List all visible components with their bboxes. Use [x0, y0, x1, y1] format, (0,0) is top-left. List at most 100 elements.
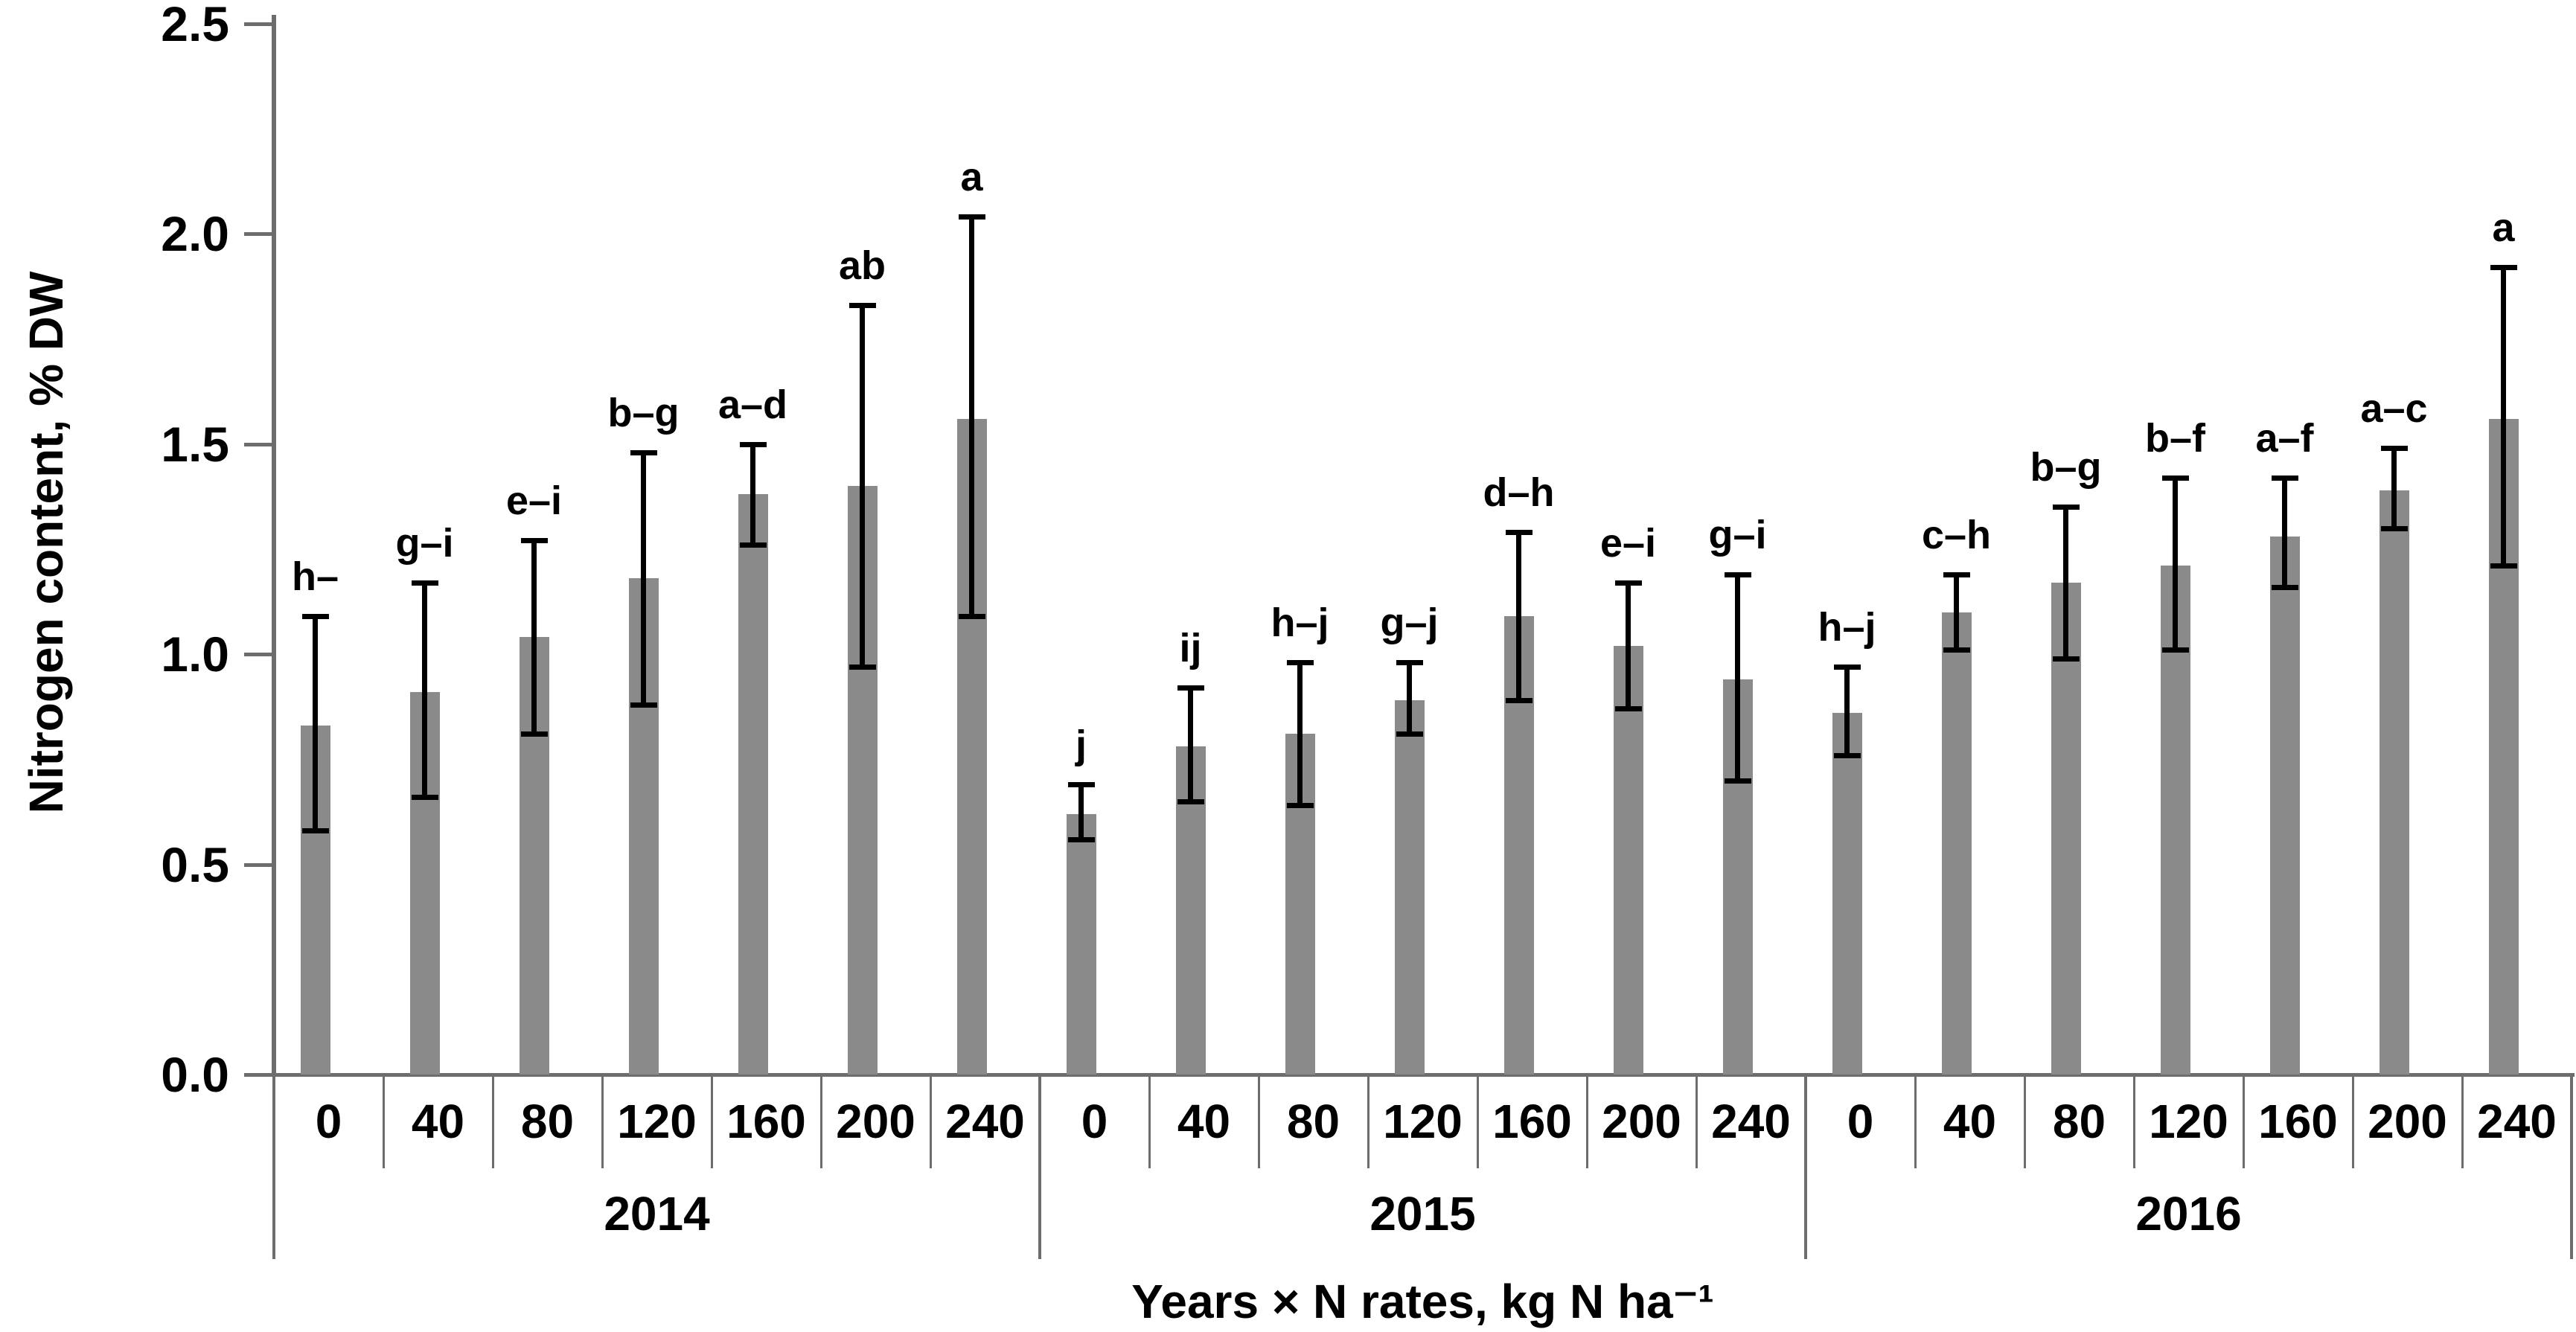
x-category-label: 160: [1492, 1095, 1572, 1148]
x-category-label: 200: [2368, 1095, 2447, 1148]
error-bar-cap-bottom: [739, 542, 767, 548]
x-category-label: 0: [1847, 1095, 1874, 1148]
error-bar-line: [1188, 688, 1193, 801]
error-bar-cap-top: [1943, 571, 1970, 577]
category-separator-tick: [1914, 1075, 1917, 1168]
error-bar-cap-bottom: [2271, 584, 2298, 590]
error-bar-cap-top: [1505, 530, 1533, 536]
bar: [1394, 700, 1425, 1075]
error-bar-cap-bottom: [2161, 647, 2189, 653]
significance-letter: h–j: [1818, 604, 1876, 650]
error-bar-cap-bottom: [411, 795, 438, 801]
error-bar-cap-top: [2052, 505, 2080, 510]
error-bar-cap-bottom: [301, 828, 329, 834]
significance-letter: b–f: [2145, 415, 2205, 461]
category-separator-tick: [1695, 1075, 1698, 1168]
bar: [1941, 612, 1972, 1075]
x-category-label: 200: [836, 1095, 915, 1148]
error-bar-line: [1407, 662, 1412, 734]
error-bar-cap-bottom: [1505, 698, 1533, 704]
y-tick-label: 1.0: [161, 627, 229, 682]
error-bar-line: [1954, 574, 1959, 650]
error-bar-line: [860, 305, 865, 667]
bar: [1066, 813, 1096, 1075]
significance-letter: ab: [838, 243, 886, 289]
error-bar-cap-bottom: [2380, 525, 2408, 531]
error-bar-cap-bottom: [848, 664, 876, 670]
error-bar-line: [1844, 666, 1850, 755]
error-bar-cap-top: [411, 580, 438, 586]
error-bar-cap-top: [2161, 475, 2189, 481]
error-bar-cap-top: [1614, 580, 1642, 586]
significance-letter: h–j: [1271, 601, 1329, 646]
y-tick-label: 0.5: [161, 836, 229, 892]
x-category-label: 160: [2258, 1095, 2338, 1148]
error-bar-line: [1735, 574, 1740, 781]
y-tick-mark: [244, 22, 274, 26]
bar: [1832, 713, 1862, 1075]
error-bar-cap-bottom: [2052, 656, 2080, 662]
error-bar-cap-bottom: [1943, 647, 1970, 653]
significance-letter: e–i: [505, 478, 563, 524]
year-group-separator: [1038, 1075, 1041, 1259]
significance-letter: ij: [1179, 626, 1202, 671]
category-separator-tick: [491, 1075, 494, 1168]
bar: [2269, 536, 2300, 1075]
y-axis-title: Nitrogen content, % DW: [19, 271, 73, 814]
x-year-label: 2014: [604, 1187, 710, 1240]
error-bar-cap-top: [2380, 446, 2408, 452]
error-bar-line: [750, 444, 755, 545]
y-tick-label: 2.0: [161, 206, 229, 261]
significance-letter: g–j: [1380, 601, 1439, 646]
y-tick-mark: [244, 442, 274, 446]
x-category-label: 240: [945, 1095, 1025, 1148]
x-category-label: 0: [315, 1095, 342, 1148]
error-bar-cap-top: [1833, 664, 1861, 670]
error-bar-cap-top: [1177, 685, 1204, 691]
significance-letter: g–i: [1708, 512, 1767, 557]
error-bar-line: [313, 616, 318, 831]
significance-letter: c–h: [1921, 512, 1992, 557]
category-separator-tick: [1148, 1075, 1151, 1168]
x-category-label: 40: [411, 1095, 465, 1148]
category-separator-tick: [601, 1075, 604, 1168]
x-category-label: 40: [1177, 1095, 1231, 1148]
category-separator-tick: [1476, 1075, 1479, 1168]
error-bar-line: [1626, 582, 1631, 709]
x-year-label: 2016: [2135, 1187, 2242, 1240]
y-tick-label: 1.5: [161, 416, 229, 472]
category-separator-tick: [710, 1075, 713, 1168]
category-separator-tick: [819, 1075, 822, 1168]
significance-letter: g–i: [395, 520, 454, 566]
error-bar-cap-bottom: [1067, 836, 1095, 842]
significance-letter: j: [1075, 723, 1087, 768]
error-bar-cap-top: [1067, 782, 1095, 788]
error-bar-cap-bottom: [1177, 798, 1204, 804]
year-group-separator: [272, 1075, 275, 1259]
error-bar-line: [422, 582, 427, 798]
significance-letter: b–g: [2030, 445, 2102, 490]
error-bar-line: [2063, 507, 2068, 659]
x-category-label: 80: [2052, 1095, 2106, 1148]
error-bar-line: [1516, 532, 1521, 701]
y-tick-label: 0.0: [161, 1047, 229, 1102]
error-bar-cap-top: [630, 449, 657, 455]
error-bar-cap-top: [520, 538, 548, 544]
error-bar-line: [2391, 448, 2397, 528]
y-tick-label: 2.5: [161, 0, 229, 51]
significance-letter: a: [2492, 205, 2515, 251]
error-bar-cap-top: [1286, 660, 1314, 666]
error-bar-line: [1078, 784, 1084, 839]
x-category-label: 40: [1943, 1095, 1997, 1148]
significance-letter: a–c: [2360, 386, 2428, 432]
y-axis-line: [272, 15, 276, 1077]
error-bar-cap-top: [2490, 265, 2517, 271]
category-separator-tick: [1367, 1075, 1370, 1168]
x-category-label: 120: [617, 1095, 697, 1148]
significance-letter: a: [960, 155, 983, 200]
category-separator-tick: [1257, 1075, 1260, 1168]
error-bar-line: [2282, 477, 2287, 587]
error-bar-cap-bottom: [1286, 803, 1314, 809]
x-category-label: 240: [1711, 1095, 1791, 1148]
